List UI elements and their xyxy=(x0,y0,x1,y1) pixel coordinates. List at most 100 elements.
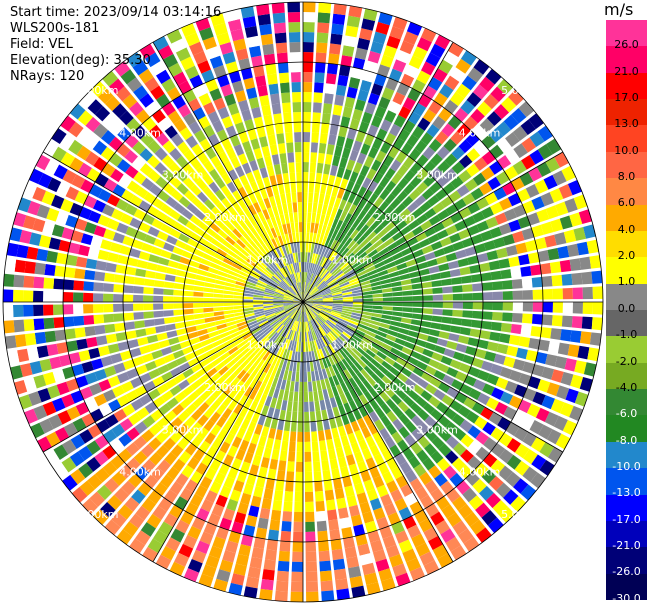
radar-gate xyxy=(77,162,92,177)
azimuth-spoke xyxy=(152,41,304,303)
radar-gate xyxy=(369,444,381,457)
radar-gate xyxy=(234,121,246,134)
radar-gate xyxy=(324,429,333,441)
radar-gate xyxy=(132,60,149,76)
radar-gate xyxy=(421,314,433,321)
radar-gate xyxy=(460,50,477,66)
radar-gate xyxy=(377,462,390,475)
radar-gate xyxy=(404,362,416,372)
radar-gate xyxy=(321,590,335,602)
radar-gate xyxy=(395,388,408,400)
radar-gate xyxy=(303,381,308,392)
radar-gate xyxy=(303,52,314,63)
radar-gate xyxy=(170,133,184,147)
radar-gate xyxy=(160,474,174,489)
radar-gate xyxy=(262,270,272,279)
radar-gate xyxy=(480,166,495,181)
radar-gate xyxy=(195,274,207,282)
radar-gate xyxy=(388,382,400,393)
radar-gate xyxy=(517,215,531,229)
radar-gate xyxy=(238,394,248,406)
radar-gate xyxy=(295,283,300,293)
radar-gate xyxy=(304,491,314,502)
radar-gate xyxy=(340,371,348,382)
radar-gate xyxy=(223,160,234,173)
radar-gate xyxy=(352,304,363,308)
radar-gate xyxy=(400,367,413,378)
radar-gate xyxy=(352,195,362,207)
radar-gate xyxy=(197,152,209,165)
radar-gate xyxy=(305,531,316,542)
radar-gate xyxy=(271,154,280,166)
radar-gate xyxy=(334,339,344,349)
radar-gate xyxy=(229,489,242,502)
radar-gate xyxy=(479,262,491,272)
radar-gate xyxy=(415,232,428,242)
radar-gate xyxy=(335,272,345,280)
radar-gate xyxy=(518,101,535,118)
radar-gate xyxy=(439,270,451,279)
radar-gate xyxy=(367,423,378,435)
radar-gate xyxy=(259,94,270,107)
radar-gate xyxy=(294,501,303,512)
radar-gate xyxy=(343,224,352,235)
radar-gate xyxy=(253,294,264,298)
radar-gate xyxy=(546,382,560,397)
radar-gate xyxy=(262,220,270,231)
radar-gate xyxy=(338,259,348,269)
radar-gate xyxy=(181,208,194,220)
radar-gate xyxy=(404,64,419,79)
radar-gate xyxy=(357,209,367,221)
radar-gate xyxy=(255,284,266,290)
radar-gate xyxy=(234,380,245,391)
radar-gate xyxy=(201,216,213,227)
radar-gate xyxy=(271,2,285,14)
radar-gate xyxy=(110,168,124,183)
radar-gate xyxy=(343,249,352,260)
radar-gate xyxy=(279,409,286,421)
radar-gate xyxy=(141,429,155,443)
radar-gate xyxy=(422,348,434,358)
radar-gate xyxy=(249,240,259,250)
radar-gate xyxy=(197,427,209,440)
radar-gate xyxy=(386,35,401,49)
radar-gate xyxy=(134,320,145,329)
radar-gate xyxy=(303,302,313,305)
radar-gate xyxy=(306,232,310,243)
radar-gate xyxy=(246,337,257,347)
radar-gate xyxy=(378,247,390,257)
radar-gate xyxy=(344,96,356,109)
radar-gate xyxy=(275,173,283,185)
radar-gate xyxy=(268,317,278,324)
radar-gate xyxy=(312,297,323,301)
radar-gate xyxy=(203,362,215,373)
radar-gate xyxy=(279,268,287,278)
radar-gate xyxy=(384,193,396,205)
radar-gate xyxy=(114,322,126,332)
radar-gate xyxy=(353,206,362,218)
radar-gate xyxy=(237,502,249,515)
radar-gate xyxy=(142,415,156,428)
radar-gate xyxy=(408,148,422,161)
radar-gate xyxy=(433,68,448,83)
radar-gate xyxy=(211,206,222,218)
radar-gate xyxy=(47,177,62,193)
radar-gate xyxy=(207,513,221,527)
colorbar-tick-label: 4.0 xyxy=(617,222,636,236)
radar-gate xyxy=(422,288,433,295)
radar-gate xyxy=(335,219,344,231)
radar-gate xyxy=(454,220,467,232)
radar-gate xyxy=(561,165,576,182)
radar-gate xyxy=(53,291,64,302)
radar-gate xyxy=(444,153,458,167)
radar-gate xyxy=(265,341,274,351)
radar-gate xyxy=(63,422,78,437)
radar-gate xyxy=(359,238,370,248)
radar-gate xyxy=(204,147,217,160)
radar-gate xyxy=(213,142,225,155)
radar-gate xyxy=(150,246,163,256)
radar-gate xyxy=(296,262,300,273)
radar-gate xyxy=(316,349,322,360)
radar-gate xyxy=(367,530,381,543)
radar-gate xyxy=(387,352,399,361)
